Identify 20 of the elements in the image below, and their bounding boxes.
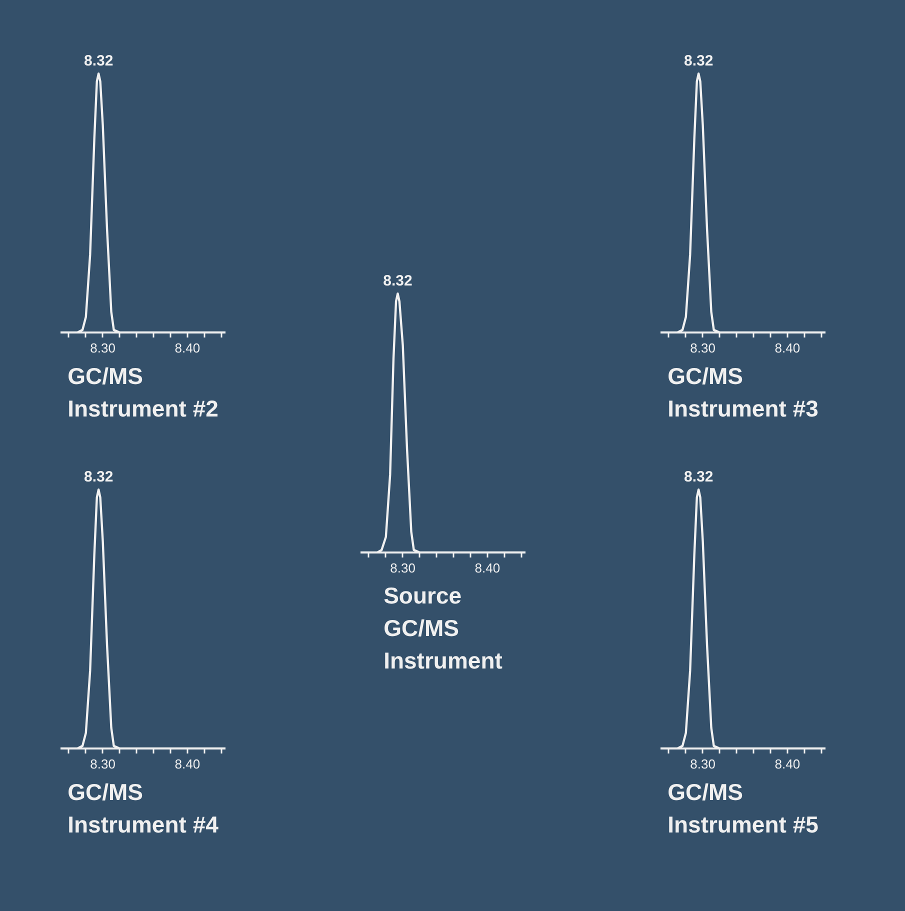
x-tick-label: 8.40 — [774, 756, 800, 772]
x-tick-label: 8.40 — [474, 560, 500, 576]
text: GC/MS Instrument #2 — [68, 363, 218, 422]
text: 8.32 — [84, 52, 114, 70]
text: GC/MS Instrument #5 — [668, 779, 819, 838]
x-tick-label: 8.30 — [390, 560, 416, 576]
x-tick-label: 8.40 — [174, 340, 200, 356]
text: 8.32 — [383, 272, 412, 290]
text: GC/MS Instrument #3 — [668, 363, 818, 422]
text: 8.32 — [684, 468, 714, 486]
x-tick-label: 8.30 — [690, 756, 716, 772]
x-tick-label: 8.30 — [90, 756, 116, 772]
x-tick-label: 8.40 — [174, 756, 200, 772]
x-tick-label: 8.30 — [90, 340, 116, 356]
text: GC/MS Instrument #4 — [68, 779, 219, 838]
text: Source GC/MS Instrument — [384, 582, 503, 674]
text: 8.32 — [684, 52, 714, 70]
x-tick-label: 8.30 — [690, 340, 716, 356]
text: 8.32 — [84, 468, 114, 486]
x-tick-label: 8.40 — [774, 340, 800, 356]
